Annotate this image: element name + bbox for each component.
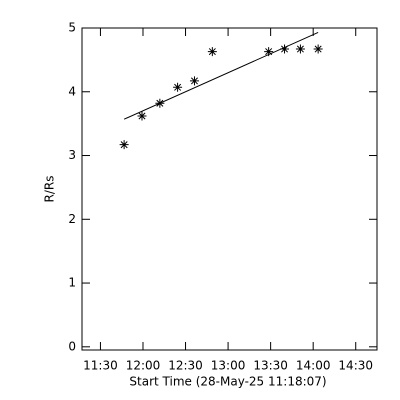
x-tick-label: 11:30 — [83, 359, 118, 373]
plot-frame — [81, 27, 378, 351]
x-tick-label: 12:00 — [126, 359, 161, 373]
y-tick-label: 1 — [68, 276, 76, 290]
data-point — [189, 76, 199, 86]
data-point — [137, 111, 147, 121]
y-tick-label: 5 — [68, 21, 76, 35]
x-tick-label: 13:30 — [253, 359, 288, 373]
x-tick-label: 13:00 — [211, 359, 246, 373]
fit-line — [123, 32, 319, 120]
y-tick-label: 2 — [68, 212, 76, 226]
data-point — [173, 82, 183, 92]
data-point — [313, 44, 323, 54]
x-tick-label: 14:00 — [296, 359, 331, 373]
data-point — [280, 44, 290, 54]
data-point — [119, 140, 129, 150]
data-point — [264, 47, 274, 57]
y-tick-label: 3 — [68, 148, 76, 162]
x-axis-label: Start Time (28-May-25 11:18:07) — [129, 375, 326, 389]
data-point — [295, 44, 305, 54]
data-point — [155, 98, 165, 108]
y-axis-label: R/Rs — [43, 176, 57, 203]
data-point — [207, 47, 217, 57]
y-tick-label: 4 — [68, 84, 76, 98]
y-tick-label: 0 — [68, 339, 76, 353]
x-tick-label: 12:30 — [168, 359, 203, 373]
x-tick-label: 14:30 — [338, 359, 373, 373]
